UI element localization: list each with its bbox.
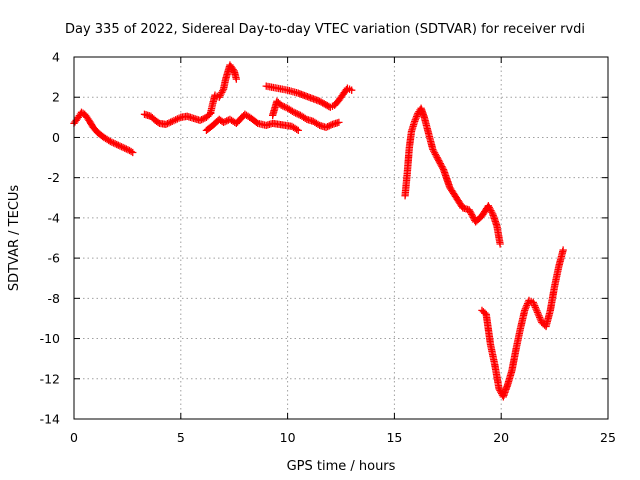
x-tick-label: 15 [386,430,402,445]
y-tick-label: 0 [52,130,60,145]
data-point [496,240,504,248]
x-tick-label: 10 [280,430,296,445]
y-tick-label: -8 [48,291,61,306]
data-point [232,75,240,83]
x-tick-label: 5 [177,430,185,445]
x-tick-label: 25 [600,430,616,445]
chart-title: Day 335 of 2022, Sidereal Day-to-day VTE… [65,22,585,37]
plot-frame [73,56,609,420]
y-tick-label: -12 [40,371,60,386]
x-axis-label: GPS time / hours [287,459,396,474]
x-tick-label: 20 [493,430,509,445]
y-tick-label: -2 [48,170,60,185]
data-point [348,86,356,94]
grid [74,57,608,419]
data-point [294,126,302,135]
data-points [70,61,567,401]
data-point [129,148,137,157]
y-axis-label: SDTVAR / TECUs [7,185,22,292]
y-tick-label: -6 [48,251,61,266]
y-tick-label: -10 [40,331,60,346]
y-tick-label: -4 [48,210,61,225]
y-tick-label: 2 [52,90,60,105]
y-tick-label: -14 [40,412,60,427]
data-point [559,246,567,254]
x-tick-label: 0 [70,430,78,445]
axis-ticks [73,56,609,420]
y-tick-label: 4 [52,50,60,65]
data-point [335,118,343,127]
